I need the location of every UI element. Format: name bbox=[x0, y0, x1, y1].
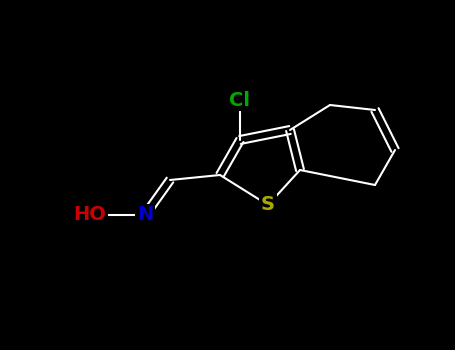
Text: HO: HO bbox=[74, 205, 106, 224]
Text: Cl: Cl bbox=[229, 91, 251, 110]
Text: N: N bbox=[137, 205, 153, 224]
Text: S: S bbox=[261, 196, 275, 215]
